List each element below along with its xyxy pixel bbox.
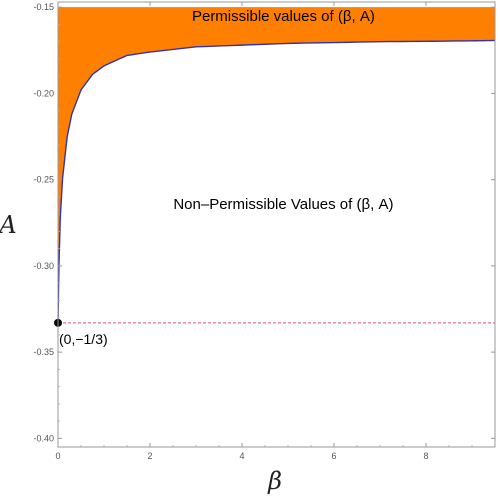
y-tick-label: -0.15	[33, 2, 54, 12]
y-tick-label: -0.20	[33, 88, 54, 98]
y-tick-label: -0.25	[33, 175, 54, 185]
y-tick-label: -0.30	[33, 261, 54, 271]
y-tick-label: -0.35	[33, 347, 54, 357]
permissible-region-fill	[58, 7, 495, 323]
permissible-region-label: Permissible values of (β, A)	[192, 8, 375, 25]
y-axis-label: A	[0, 211, 17, 239]
plot-frame	[57, 1, 496, 448]
y-tick-label: -0.40	[33, 433, 54, 443]
x-tick-label: 4	[239, 451, 244, 461]
x-tick-label: 6	[331, 451, 336, 461]
x-axis-label: β	[267, 467, 282, 495]
boundary-curve	[57, 39, 496, 323]
point-label: (0,−1/3)	[59, 331, 108, 347]
x-tick-label: 8	[423, 451, 428, 461]
non-permissible-region-label: Non–Permissible Values of (β, A)	[173, 196, 393, 213]
x-tick-label: 0	[55, 451, 60, 461]
x-tick-label: 2	[147, 451, 152, 461]
